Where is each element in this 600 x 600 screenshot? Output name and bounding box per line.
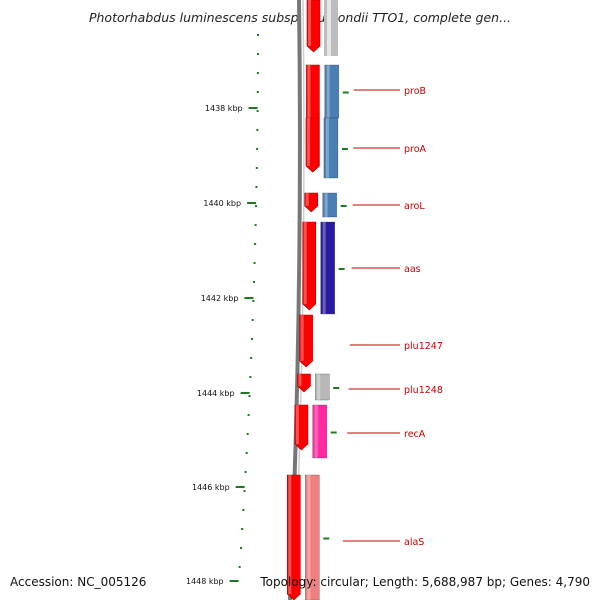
- tick-dot: [252, 281, 255, 283]
- gene-label-plu1247[interactable]: plu1247: [404, 341, 443, 352]
- tick-dot: [248, 395, 251, 397]
- gene-label-aroL[interactable]: aroL: [404, 201, 425, 212]
- gene-feature-aas[interactable]: [320, 221, 335, 315]
- tick-dot: [254, 224, 257, 226]
- arrow-shine: [300, 315, 304, 361]
- tick-label: 1448 kbp: [186, 577, 224, 586]
- tick-dot: [250, 357, 253, 359]
- feature-shine: [326, 65, 330, 118]
- feature-tick: [340, 205, 347, 207]
- arrow-shine: [295, 405, 299, 444]
- feature-shine: [317, 374, 321, 400]
- tick-dot: [256, 129, 259, 131]
- arrow-shine: [288, 475, 292, 594]
- gene-label-aas[interactable]: aas: [404, 264, 421, 275]
- gene-label-plu1248[interactable]: plu1248: [404, 385, 443, 396]
- gene-feature-recA[interactable]: [312, 404, 327, 459]
- feature-shine: [307, 475, 311, 600]
- tick-label: 1440 kbp: [203, 199, 241, 208]
- tick-dot: [252, 300, 255, 302]
- tick-label: 1444 kbp: [197, 389, 235, 398]
- arrow-shine: [306, 118, 310, 166]
- feature-tick: [342, 91, 349, 94]
- tick-dot: [238, 566, 241, 568]
- tick-dots: [238, 34, 259, 568]
- feature-tick: [323, 537, 330, 540]
- feature-tick: [341, 148, 348, 150]
- gene-label-proB[interactable]: proB: [404, 86, 426, 97]
- tick-dot: [256, 148, 259, 150]
- tick-label: 1442 kbp: [201, 294, 239, 303]
- arrow-shine: [307, 65, 311, 166]
- gene-feature-proA[interactable]: [323, 117, 339, 179]
- tick-label: 1438 kbp: [205, 104, 243, 113]
- tick-dot: [256, 53, 259, 55]
- tick-dot: [251, 319, 254, 321]
- feature-shine: [327, 0, 331, 56]
- gene-label-proA[interactable]: proA: [404, 144, 427, 155]
- feature-shine: [322, 222, 326, 314]
- arrow-shine: [303, 222, 307, 304]
- tick-dot: [243, 490, 246, 492]
- feature-shine: [325, 118, 329, 178]
- tick-dot: [255, 205, 258, 207]
- tick-dot: [247, 414, 250, 416]
- arrow-shine: [298, 374, 302, 386]
- tick-dot: [255, 186, 258, 188]
- accession-label: Accession: NC_005126: [10, 575, 147, 589]
- tick-dot: [242, 509, 245, 511]
- gene-feature-alaS[interactable]: [305, 474, 320, 600]
- tick-dot: [239, 547, 242, 549]
- tick-dot: [256, 91, 259, 93]
- tick-dot: [256, 110, 259, 112]
- feature-tick: [333, 387, 340, 389]
- arrow-shine: [307, 0, 311, 46]
- feature-shine: [324, 193, 328, 217]
- feature-shine: [314, 405, 318, 458]
- gene-label-alaS[interactable]: alaS: [404, 537, 424, 548]
- feature-tick: [330, 431, 337, 434]
- tick-dot: [255, 167, 258, 169]
- tick-dot: [241, 528, 244, 530]
- genome-summary: Topology: circular; Length: 5,688,987 bp…: [260, 575, 590, 589]
- tick-dot: [249, 376, 252, 378]
- gene-label-recA[interactable]: recA: [404, 429, 426, 440]
- tick-dot: [256, 34, 259, 36]
- arrow-shine: [305, 193, 309, 206]
- tick-dot: [245, 452, 248, 454]
- tick-dot: [250, 338, 253, 340]
- tick-dot: [244, 471, 247, 473]
- gene-feature-plu1248[interactable]: [315, 373, 330, 401]
- tick-dot: [253, 262, 256, 264]
- tick-dot: [246, 433, 249, 435]
- gene-feature-aroL[interactable]: [322, 192, 337, 218]
- tick-dot: [254, 243, 257, 245]
- feature-tick: [338, 268, 345, 270]
- tick-dot: [256, 72, 259, 74]
- tick-label: 1446 kbp: [192, 483, 230, 492]
